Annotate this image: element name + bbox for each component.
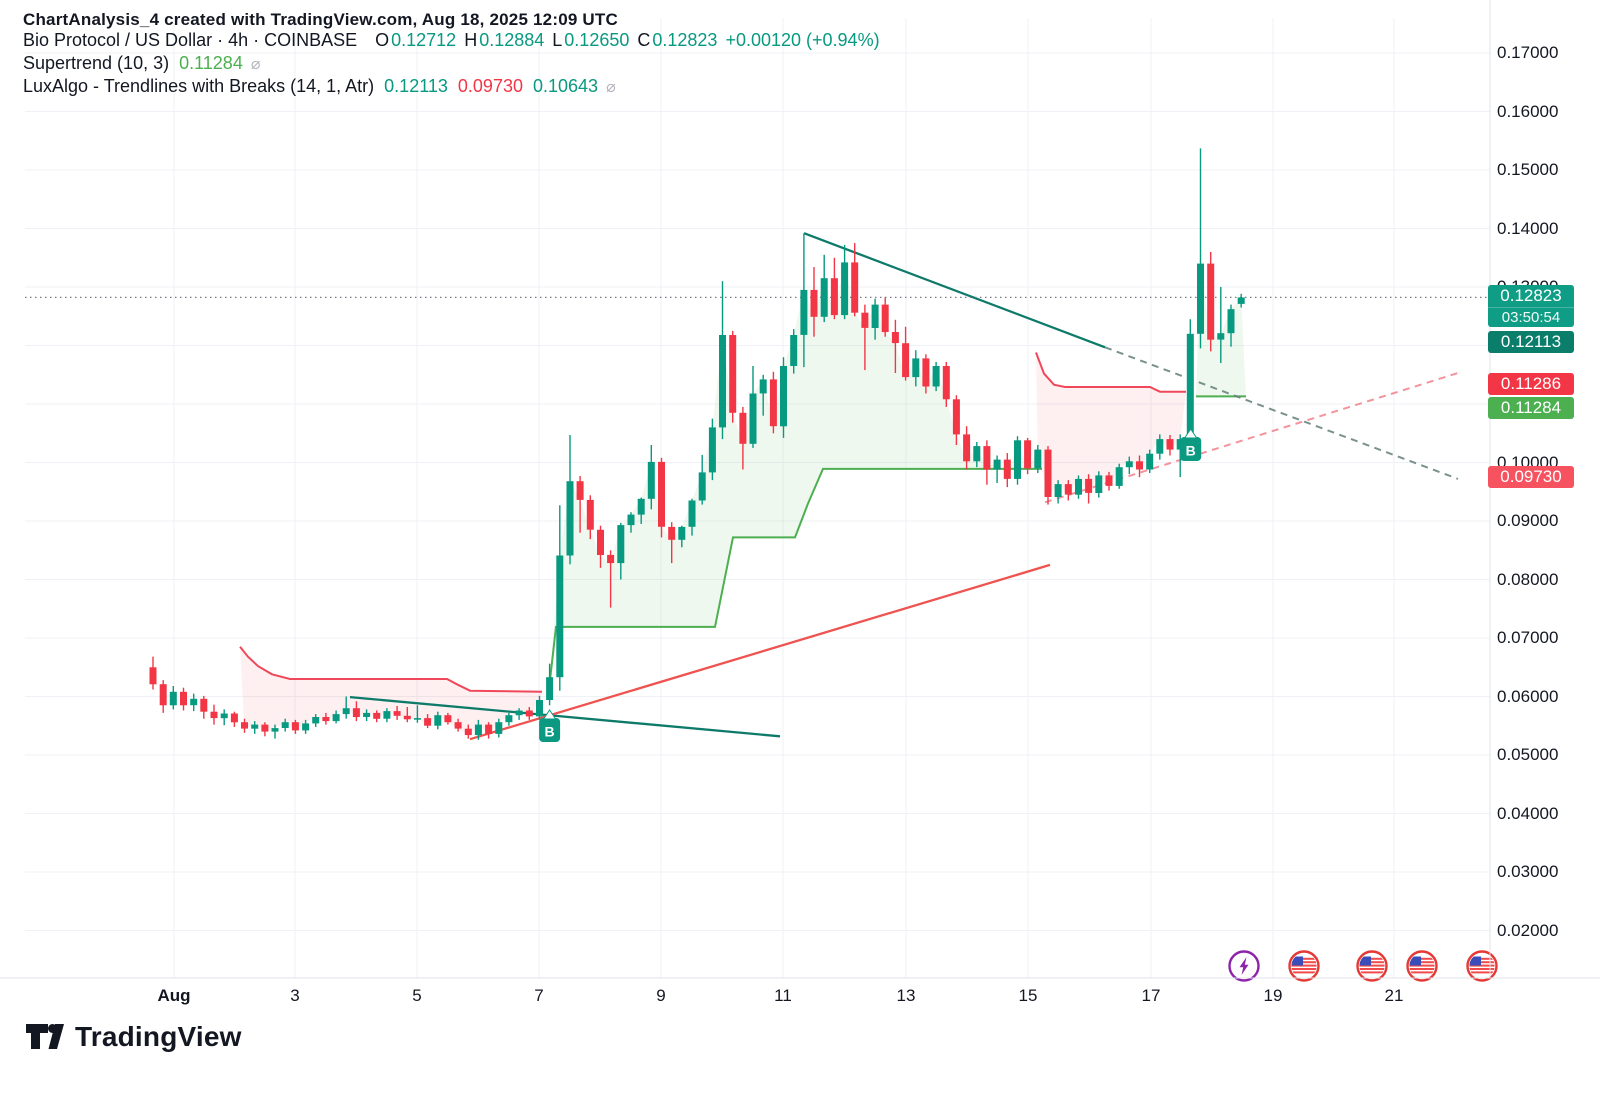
time-axis-label: 7 xyxy=(534,986,544,1005)
high-value: 0.12884 xyxy=(479,30,545,50)
price-axis-label: 0.07000 xyxy=(1497,628,1559,647)
badge-price: 0.11286 xyxy=(1500,374,1562,393)
time-axis-label: 5 xyxy=(412,986,422,1005)
tradingview-logomark xyxy=(26,1024,64,1049)
luxalgo-lower-value: 0.09730 xyxy=(457,76,523,96)
time-axis-label: 13 xyxy=(896,986,916,1005)
symbol-title: Bio Protocol / US Dollar · 4h · COINBASE xyxy=(23,30,358,50)
luxalgo-legend-row[interactable]: LuxAlgo - Trendlines with Breaks (14, 1,… xyxy=(23,76,880,99)
chart-header: ChartAnalysis_4 created with TradingView… xyxy=(23,10,880,99)
time-axis-label: 3 xyxy=(290,986,300,1005)
open-value: 0.12712 xyxy=(391,30,457,50)
price-axis-label: 0.08000 xyxy=(1497,569,1559,589)
us-flag-event-icon xyxy=(1406,950,1438,982)
price-axis-label: 0.14000 xyxy=(1497,218,1559,238)
indicator-price-badge: 0.12113 xyxy=(1488,331,1574,353)
us-flag-event-icon xyxy=(1288,950,1320,982)
time-axis-label: 19 xyxy=(1263,986,1283,1005)
time-axis-label: 21 xyxy=(1384,986,1404,1005)
time-axis-label: 11 xyxy=(774,986,792,1005)
time-axis-label: 17 xyxy=(1141,986,1161,1005)
last-price-badge: 0.12823 03:50:54 xyxy=(1488,285,1574,327)
supertrend-legend-row[interactable]: Supertrend (10, 3) 0.11284 ⌀ xyxy=(23,53,880,76)
us-flag-event-icon xyxy=(1356,950,1388,982)
us-flag-event-icon xyxy=(1466,950,1498,982)
open-label: O xyxy=(375,30,390,50)
lightning-event-icon xyxy=(1228,950,1260,982)
brand-name: TradingView xyxy=(75,1021,242,1052)
time-axis-label: Aug xyxy=(157,986,191,1005)
time-axis-label: 15 xyxy=(1018,986,1038,1005)
price-axis-label: 0.03000 xyxy=(1497,862,1559,881)
price-axis-label: 0.05000 xyxy=(1497,745,1559,764)
badge-price: 0.11284 xyxy=(1500,398,1562,417)
price-axis-label: 0.04000 xyxy=(1497,803,1559,823)
luxalgo-upper-value: 0.12113 xyxy=(384,76,448,96)
change-value: +0.00120 (+0.94%) xyxy=(725,30,880,50)
indicator-price-badge: 0.11286 xyxy=(1488,373,1574,395)
luxalgo-avg-value: 0.10643 xyxy=(532,76,599,96)
luxalgo-label: LuxAlgo - Trendlines with Breaks (14, 1,… xyxy=(23,76,375,96)
hidden-marker-icon: ⌀ xyxy=(606,77,616,96)
tradingview-logo[interactable]: TradingView xyxy=(25,1021,242,1053)
indicator-price-badge: 0.11284 xyxy=(1488,397,1574,419)
time-axis-label: 9 xyxy=(656,986,666,1005)
price-axis-label: 0.16000 xyxy=(1497,101,1559,121)
svg-text:B: B xyxy=(545,724,555,740)
price-axis-label: 0.06000 xyxy=(1497,686,1559,706)
low-value: 0.12650 xyxy=(564,30,630,50)
indicator-price-badge: 0.09730 xyxy=(1488,466,1574,488)
supertrend-label: Supertrend (10, 3) xyxy=(23,53,170,73)
high-label: H xyxy=(464,30,478,50)
page-title: ChartAnalysis_4 created with TradingView… xyxy=(23,10,618,29)
badge-price: 0.09730 xyxy=(1500,467,1562,486)
low-label: L xyxy=(552,30,563,50)
close-label: C xyxy=(637,30,651,50)
candle-countdown: 03:50:54 xyxy=(1488,307,1574,327)
svg-text:B: B xyxy=(1186,443,1196,459)
price-axis-label: 0.09000 xyxy=(1497,511,1559,530)
supertrend-value: 0.11284 xyxy=(179,53,243,73)
hidden-marker-icon: ⌀ xyxy=(250,54,261,73)
badge-price: 0.12823 xyxy=(1500,286,1562,305)
price-axis-label: 0.02000 xyxy=(1497,920,1559,940)
symbol-legend-row[interactable]: Bio Protocol / US Dollar · 4h · COINBASE… xyxy=(23,30,880,53)
price-axis-label: 0.17000 xyxy=(1497,43,1559,62)
price-axis-label: 0.15000 xyxy=(1497,160,1559,179)
badge-price: 0.12113 xyxy=(1500,332,1562,351)
close-value: 0.12823 xyxy=(652,30,718,50)
